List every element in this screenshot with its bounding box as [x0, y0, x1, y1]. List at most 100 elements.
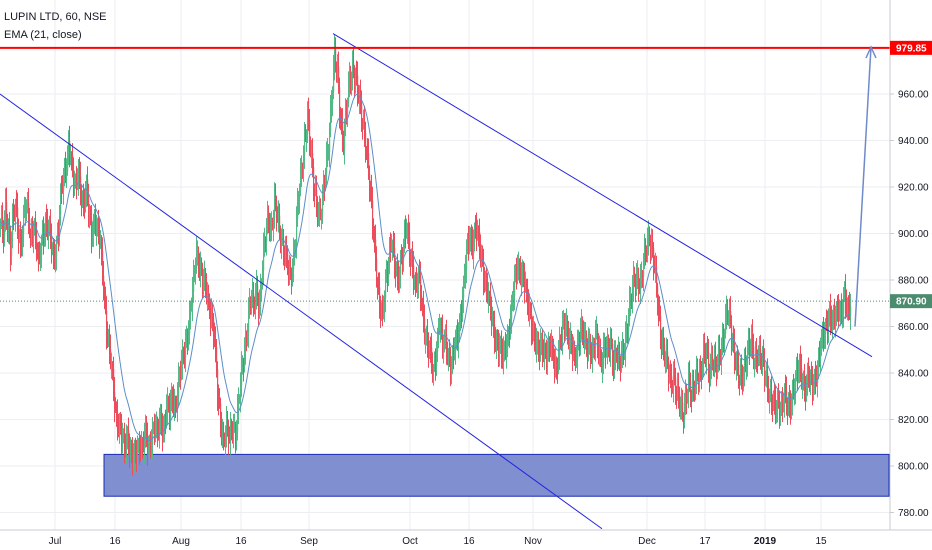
candle-body	[56, 239, 58, 257]
candle-body	[650, 242, 652, 250]
candle-body	[656, 267, 658, 287]
candle-body	[701, 371, 703, 375]
candle-body	[421, 295, 423, 304]
candle-body	[712, 357, 714, 364]
candle-body	[702, 363, 704, 375]
x-tick-label: 16	[235, 536, 247, 547]
candle-body	[108, 334, 110, 338]
candle-body	[615, 351, 617, 356]
candle-body	[546, 351, 548, 362]
candle-body	[848, 304, 850, 307]
candle-body	[261, 284, 263, 288]
candle-body	[405, 230, 407, 234]
candle-body	[607, 342, 609, 350]
candle-body	[283, 238, 285, 252]
candle-body	[53, 248, 55, 255]
price-axis[interactable]	[890, 0, 932, 530]
candle-body	[269, 218, 271, 232]
candle-body	[189, 314, 191, 335]
candle-body	[339, 87, 341, 114]
symbol-title: LUPIN LTD, 60, NSE	[4, 11, 107, 23]
candle-body	[489, 294, 491, 296]
candle-body	[349, 77, 351, 83]
candle-body	[82, 194, 84, 202]
candle-body	[482, 253, 484, 264]
candle-body	[206, 282, 208, 298]
candle-body	[619, 351, 621, 363]
projection-arrow[interactable]	[854, 45, 877, 327]
candle-body	[643, 264, 645, 277]
candle-body	[55, 256, 57, 261]
y-tick-label: 920.00	[898, 183, 929, 194]
candle-body	[606, 349, 608, 355]
candle-body	[347, 102, 349, 114]
candle-body	[792, 388, 794, 401]
candle-body	[229, 440, 231, 442]
candle-body	[443, 348, 445, 350]
candle-body	[671, 375, 673, 385]
candle-body	[557, 368, 559, 370]
candle-body	[470, 234, 472, 240]
candle-body	[726, 310, 728, 315]
candle-body	[177, 396, 179, 407]
candle-body	[318, 212, 320, 217]
candle-body	[340, 113, 342, 123]
candle-body	[832, 317, 834, 326]
candle-body	[816, 379, 818, 384]
candle-body	[653, 248, 655, 266]
candle-body	[119, 420, 121, 429]
candle-body	[299, 190, 301, 201]
candle-body	[19, 235, 21, 240]
candle-body	[272, 225, 274, 227]
candle-body	[585, 334, 587, 337]
candle-body	[399, 273, 401, 283]
candle-body	[31, 231, 33, 235]
candle-body	[160, 412, 162, 423]
candle-body	[841, 305, 843, 317]
candle-body	[329, 130, 331, 153]
candle-body	[142, 442, 144, 445]
candle-body	[181, 364, 183, 376]
candle-body	[752, 334, 754, 347]
candle-body	[317, 202, 319, 217]
candle-body	[644, 248, 646, 265]
candle-body	[506, 349, 508, 354]
candle-body	[737, 360, 739, 365]
candle-body	[357, 75, 359, 92]
candle-body	[663, 341, 665, 346]
candle-body	[734, 342, 736, 360]
candle-body	[798, 370, 800, 376]
candle-body	[729, 311, 731, 315]
candle-body	[746, 364, 748, 367]
candle-body	[731, 324, 733, 342]
time-axis[interactable]	[0, 530, 890, 550]
candle-body	[186, 335, 188, 345]
candle-body	[433, 367, 435, 372]
candle-body	[150, 441, 152, 448]
candle-body	[120, 420, 122, 429]
candle-body	[511, 302, 513, 319]
candle-body	[683, 416, 685, 419]
candle-body	[47, 223, 49, 235]
candle-body	[611, 341, 613, 345]
candle-body	[648, 234, 650, 241]
candle-body	[810, 373, 812, 381]
candle-body	[106, 310, 108, 335]
candle-body	[176, 404, 178, 407]
candle-body	[529, 305, 531, 312]
candle-body	[669, 375, 671, 377]
candle-body	[742, 375, 744, 384]
candle-body	[721, 346, 723, 361]
support-zone[interactable]	[103, 453, 890, 497]
candle-body	[787, 407, 789, 410]
candle-body	[676, 392, 678, 396]
candle-body	[743, 371, 745, 384]
candle-body	[780, 406, 782, 415]
candle-body	[686, 394, 688, 400]
candle-body	[830, 307, 832, 320]
candle-body	[664, 345, 666, 361]
candle-body	[187, 335, 189, 341]
candle-body	[549, 342, 551, 348]
y-tick-label: 800.00	[898, 462, 929, 473]
